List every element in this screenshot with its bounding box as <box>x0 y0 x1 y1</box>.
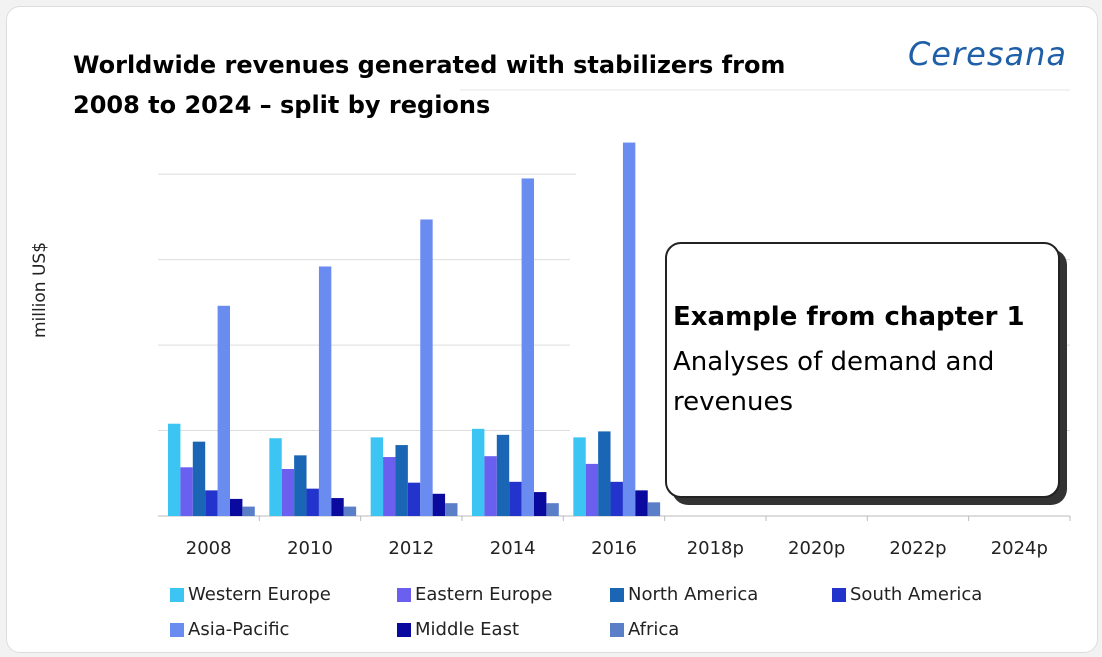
bar <box>217 305 230 516</box>
legend-swatch <box>170 588 184 602</box>
legend-label: South America <box>850 584 982 605</box>
bar <box>318 266 332 516</box>
overlay <box>576 96 1072 236</box>
x-tick-label: 2012 <box>388 538 434 559</box>
legend-label: North America <box>628 584 758 605</box>
bar <box>534 492 547 516</box>
bar <box>343 506 357 516</box>
x-tick-label: 2014 <box>490 538 536 559</box>
legend-swatch <box>397 588 411 602</box>
bar <box>622 142 636 516</box>
bar <box>521 178 534 517</box>
bar <box>598 431 611 516</box>
legend-label: Eastern Europe <box>415 584 552 605</box>
legend-label: Africa <box>628 619 679 640</box>
bar <box>306 488 319 516</box>
legend-swatch <box>170 623 184 637</box>
bar <box>546 503 559 516</box>
bar <box>585 463 599 516</box>
bar <box>331 498 344 516</box>
bar <box>472 428 485 516</box>
bar <box>573 437 586 516</box>
bar <box>420 219 433 517</box>
legend-swatch <box>397 623 411 637</box>
bar <box>395 445 408 516</box>
x-tick-label: 2020p <box>788 538 845 559</box>
x-tick-label: 2016 <box>591 538 637 559</box>
chart-title: Worldwide revenues generated with stabil… <box>73 51 786 119</box>
bar <box>294 455 307 516</box>
legend-swatch <box>610 623 624 637</box>
bar <box>383 457 396 516</box>
bar <box>281 469 295 516</box>
bar <box>370 437 384 516</box>
bar <box>484 456 497 516</box>
bar <box>269 438 282 516</box>
bar <box>407 482 421 516</box>
x-tick-label: 2010 <box>287 538 333 559</box>
bar <box>168 423 181 516</box>
callout-heading: Example from chapter 1 <box>673 302 1025 332</box>
callout: Example from chapter 1 Analyses of deman… <box>665 242 1060 498</box>
bar <box>610 481 623 516</box>
x-tick-label: 2022p <box>889 538 946 559</box>
overlay <box>570 236 670 454</box>
bar <box>509 481 522 516</box>
x-tick-label: 2008 <box>186 538 232 559</box>
bar <box>647 502 661 516</box>
x-tick-label: 2024p <box>991 538 1048 559</box>
x-tick-label: 2018p <box>687 538 744 559</box>
legend-label: Asia-Pacific <box>188 619 289 640</box>
logo: Ceresana <box>907 35 1067 73</box>
legend-label: Western Europe <box>188 584 331 605</box>
legend-swatch <box>832 588 846 602</box>
bar <box>180 467 193 516</box>
bar <box>496 434 510 516</box>
callout-text: Analyses of demand and revenues <box>673 347 995 417</box>
legend-label: Middle East <box>415 619 519 640</box>
legend-swatch <box>610 588 624 602</box>
bar <box>445 503 458 516</box>
bar <box>192 441 206 516</box>
bar <box>635 490 648 516</box>
bar <box>242 506 255 516</box>
y-axis-label: million US$ <box>30 242 50 338</box>
bar <box>230 498 243 516</box>
bar <box>205 490 218 516</box>
bar <box>432 493 446 516</box>
